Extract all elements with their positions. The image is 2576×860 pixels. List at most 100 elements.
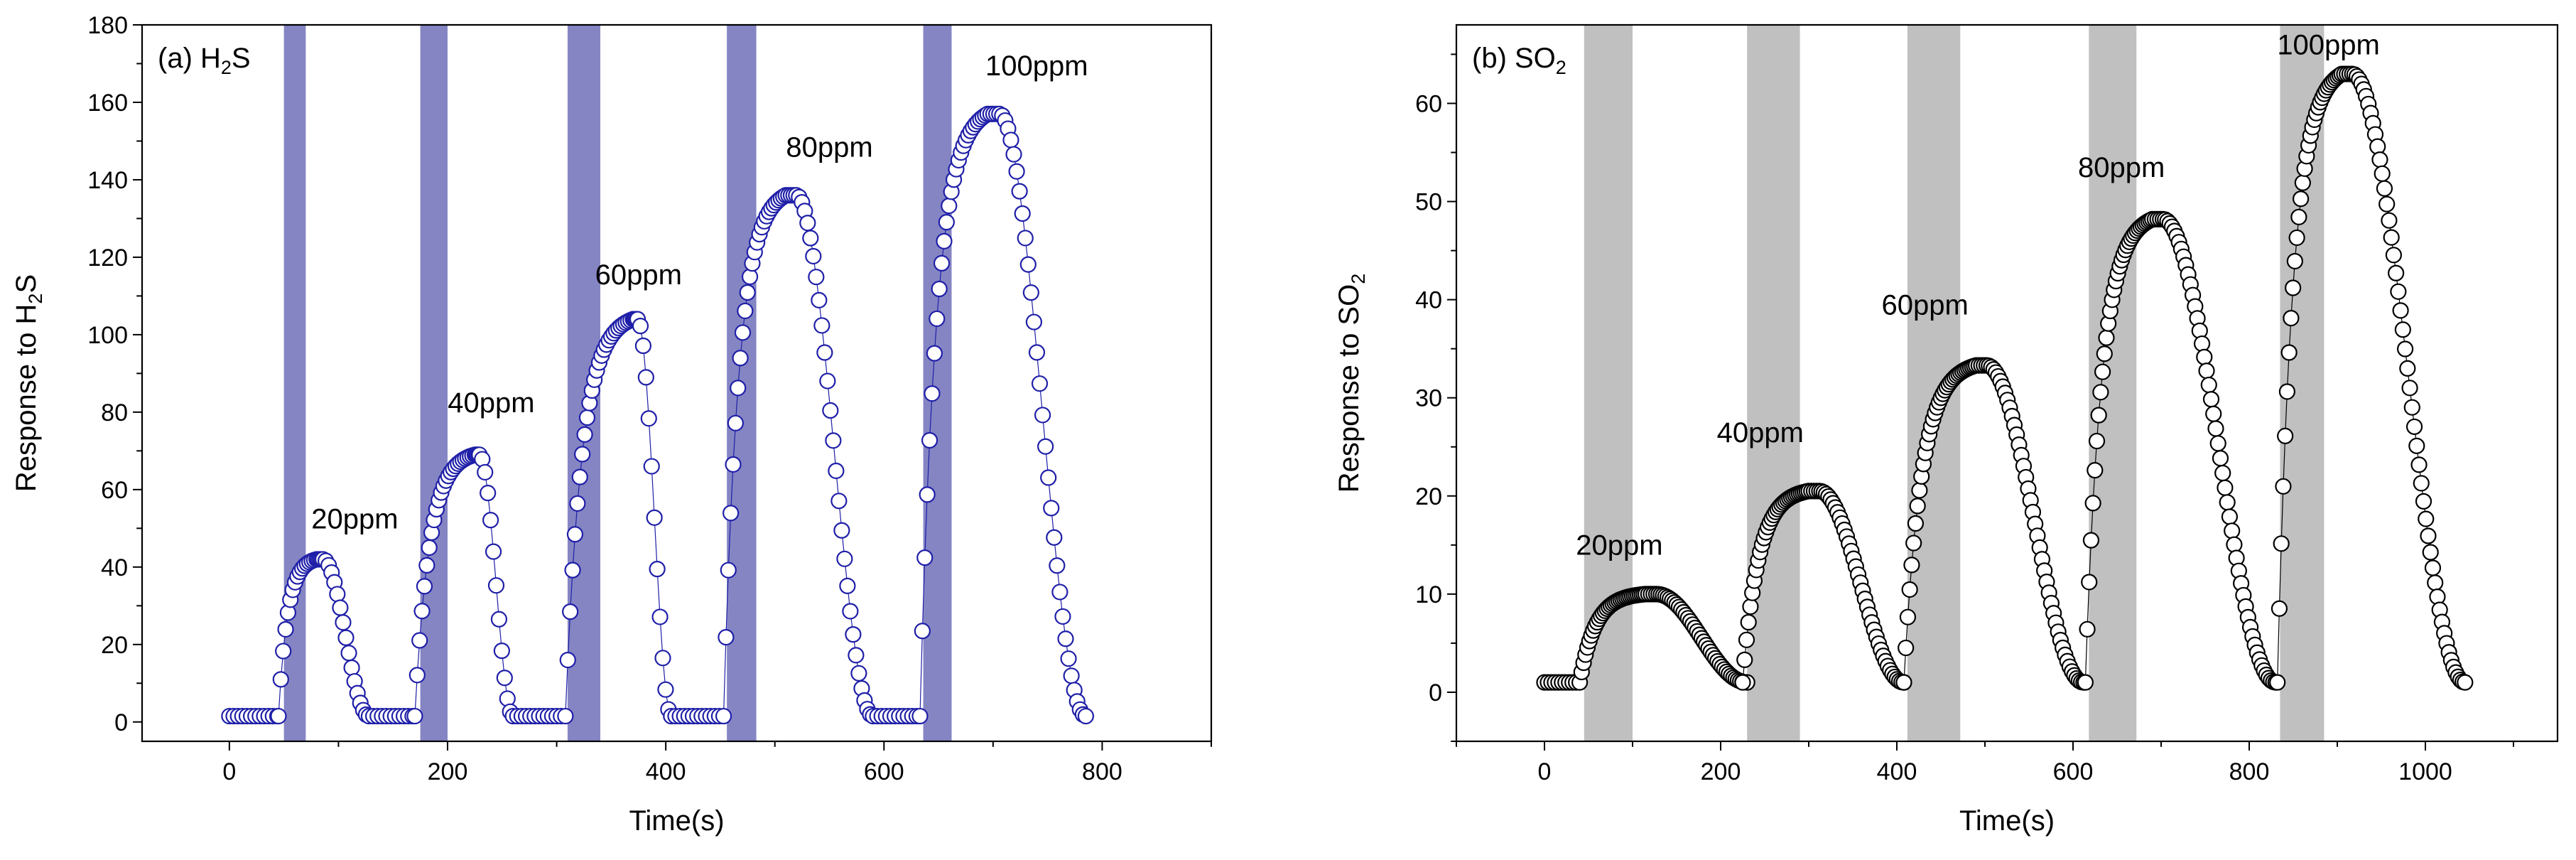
data-point — [2283, 310, 2300, 327]
data-point — [926, 345, 943, 362]
concentration-label: 40ppm — [448, 387, 534, 419]
data-point — [2286, 252, 2303, 270]
data-point — [924, 385, 941, 402]
data-point — [2278, 383, 2295, 400]
y-tick-label: 180 — [87, 12, 128, 39]
data-point — [933, 254, 951, 272]
data-point — [1011, 183, 1028, 200]
data-point — [2290, 208, 2307, 225]
data-point — [929, 310, 946, 328]
data-point — [490, 611, 508, 628]
data-point — [1907, 515, 1925, 532]
data-point — [559, 652, 576, 669]
data-point — [2410, 456, 2428, 473]
data-point — [715, 707, 732, 725]
data-point — [2285, 279, 2302, 296]
data-point — [741, 268, 759, 286]
gas-exposure-band — [1747, 25, 1800, 741]
data-point — [2418, 510, 2435, 527]
x-tick-label: 200 — [1701, 758, 1741, 785]
data-point — [343, 659, 360, 677]
data-point — [654, 650, 671, 667]
data-point — [941, 198, 958, 215]
y-tick-label: 20 — [101, 632, 128, 659]
data-point — [720, 561, 737, 579]
data-point — [1014, 205, 1031, 222]
data-point — [2396, 340, 2414, 358]
data-point — [646, 509, 663, 526]
data-point — [335, 614, 352, 631]
x-tick-label: 400 — [646, 758, 686, 785]
data-point — [2288, 229, 2305, 247]
data-point — [2275, 478, 2292, 495]
gas-exposure-band — [923, 25, 952, 741]
data-point — [1063, 667, 1080, 684]
x-tick-label: 400 — [1877, 758, 1917, 785]
x-axis-title: Time(s) — [1959, 805, 2055, 837]
data-point — [562, 603, 579, 620]
data-point — [2280, 344, 2298, 361]
y-tick-label: 40 — [101, 554, 128, 581]
data-point — [931, 280, 948, 298]
chart-panel-so2: 0 200 400 600 800 1000 0 10 20 30 40 50 60 20ppm 40ppm… — [1333, 23, 2559, 837]
data-point — [2374, 165, 2391, 182]
data-point — [936, 232, 953, 249]
data-point — [718, 629, 735, 646]
x-tick-label: 1000 — [2398, 758, 2452, 785]
data-point — [848, 647, 865, 664]
data-point — [275, 643, 292, 660]
data-point — [811, 291, 828, 308]
data-point — [1028, 344, 1046, 361]
data-point — [1022, 284, 1039, 301]
data-point — [921, 431, 938, 449]
data-point — [482, 512, 499, 529]
data-point — [329, 586, 346, 603]
data-point — [1025, 313, 1043, 330]
x-tick-label: 600 — [864, 758, 904, 785]
data-point — [2420, 527, 2437, 544]
data-point — [2457, 674, 2474, 691]
data-point — [1895, 674, 1912, 691]
x-axis-title: Time(s) — [629, 805, 724, 837]
plot-frame — [1455, 23, 2559, 743]
data-point — [822, 402, 839, 419]
data-point — [1040, 469, 1057, 486]
data-point — [2090, 407, 2107, 424]
data-point — [634, 337, 652, 355]
data-point — [1911, 482, 1928, 499]
data-point — [830, 493, 848, 510]
data-point — [732, 350, 749, 367]
data-point — [2379, 195, 2396, 213]
data-point — [485, 543, 502, 560]
data-point — [2394, 321, 2411, 338]
y-tick-label: 40 — [1415, 287, 1442, 314]
data-point — [1046, 529, 1063, 546]
data-point — [2294, 174, 2311, 191]
data-point — [2269, 674, 2286, 691]
data-point — [643, 458, 660, 475]
data-point — [842, 603, 859, 620]
data-point — [813, 317, 830, 334]
data-point — [2209, 435, 2226, 452]
data-point — [808, 269, 825, 286]
data-point — [1037, 438, 1054, 455]
data-point — [816, 344, 833, 361]
data-point — [277, 620, 294, 638]
data-point — [2207, 420, 2224, 437]
data-point — [332, 599, 349, 616]
data-point — [632, 318, 649, 335]
data-point — [2383, 229, 2400, 246]
data-point — [1899, 608, 1917, 625]
data-point — [651, 608, 669, 625]
x-tick-label: 800 — [1082, 758, 1122, 785]
data-point — [574, 446, 591, 463]
data-point — [737, 302, 754, 320]
data-point — [911, 707, 929, 725]
data-point — [1901, 581, 1918, 598]
y-tick-label: 60 — [101, 477, 128, 504]
data-point — [734, 324, 752, 341]
y-tick-label: 10 — [1415, 581, 1442, 608]
data-point — [477, 463, 494, 481]
data-point — [2271, 600, 2288, 617]
data-point — [1049, 557, 1066, 574]
